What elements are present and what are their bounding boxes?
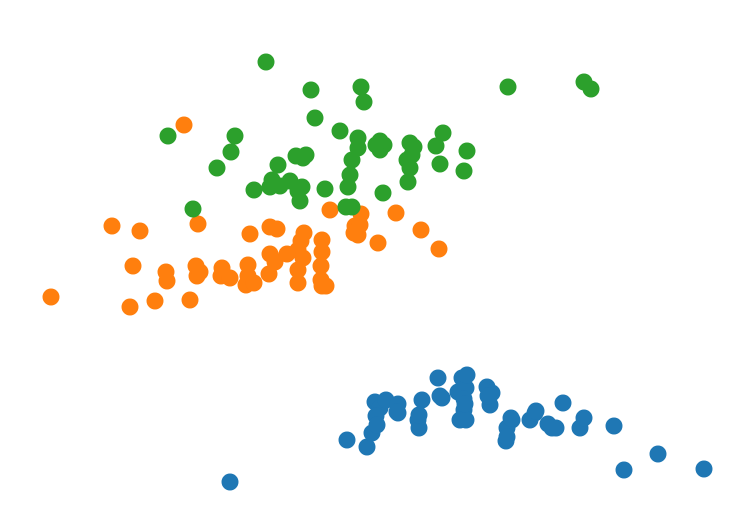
data-point bbox=[401, 159, 419, 177]
data-point bbox=[352, 78, 370, 96]
data-point bbox=[339, 178, 357, 196]
data-point bbox=[313, 231, 331, 249]
data-point bbox=[355, 93, 373, 111]
data-point bbox=[181, 291, 199, 309]
series-2 bbox=[159, 53, 600, 218]
data-point bbox=[189, 215, 207, 233]
data-point bbox=[498, 428, 516, 446]
data-point bbox=[543, 419, 561, 437]
data-point bbox=[261, 178, 279, 196]
data-point bbox=[605, 417, 623, 435]
data-point bbox=[222, 143, 240, 161]
data-point bbox=[412, 221, 430, 239]
data-point bbox=[695, 460, 713, 478]
data-point bbox=[456, 395, 474, 413]
data-point bbox=[427, 137, 445, 155]
data-point bbox=[582, 80, 600, 98]
data-point bbox=[124, 257, 142, 275]
data-point bbox=[455, 162, 473, 180]
data-point bbox=[575, 409, 593, 427]
data-point bbox=[649, 445, 667, 463]
data-point bbox=[374, 184, 392, 202]
data-point bbox=[131, 222, 149, 240]
data-point bbox=[269, 156, 287, 174]
data-point bbox=[399, 173, 417, 191]
data-point bbox=[268, 220, 286, 238]
data-point bbox=[413, 391, 431, 409]
data-point bbox=[221, 269, 239, 287]
data-point bbox=[434, 124, 452, 142]
data-point bbox=[245, 181, 263, 199]
data-point bbox=[121, 298, 139, 316]
data-point bbox=[175, 116, 193, 134]
data-point bbox=[293, 178, 311, 196]
data-point bbox=[289, 274, 307, 292]
data-point bbox=[368, 416, 386, 434]
data-point bbox=[294, 149, 312, 167]
data-point bbox=[306, 109, 324, 127]
data-point bbox=[429, 369, 447, 387]
data-point bbox=[343, 198, 361, 216]
data-point bbox=[458, 366, 476, 384]
data-point bbox=[208, 159, 226, 177]
data-point bbox=[312, 257, 330, 275]
data-point bbox=[387, 204, 405, 222]
data-point bbox=[191, 263, 209, 281]
data-point bbox=[146, 292, 164, 310]
data-point bbox=[338, 431, 356, 449]
data-point bbox=[430, 240, 448, 258]
data-point bbox=[499, 78, 517, 96]
data-point bbox=[291, 192, 309, 210]
data-point bbox=[458, 142, 476, 160]
data-point bbox=[388, 403, 406, 421]
data-point bbox=[42, 288, 60, 306]
data-point bbox=[257, 53, 275, 71]
data-point bbox=[358, 438, 376, 456]
data-point bbox=[103, 217, 121, 235]
data-point bbox=[431, 387, 449, 405]
data-point bbox=[221, 473, 239, 491]
data-point bbox=[331, 122, 349, 140]
data-point bbox=[479, 387, 497, 405]
data-point bbox=[278, 245, 296, 263]
series-1 bbox=[42, 116, 448, 316]
data-point bbox=[245, 274, 263, 292]
data-point bbox=[316, 180, 334, 198]
data-point bbox=[403, 146, 421, 164]
data-point bbox=[317, 277, 335, 295]
data-point bbox=[410, 419, 428, 437]
data-point bbox=[184, 200, 202, 218]
data-point bbox=[260, 265, 278, 283]
data-point bbox=[241, 225, 259, 243]
data-point bbox=[321, 201, 339, 219]
data-point bbox=[158, 272, 176, 290]
data-point bbox=[410, 406, 428, 424]
data-point bbox=[554, 394, 572, 412]
data-point bbox=[527, 402, 545, 420]
data-point bbox=[431, 155, 449, 173]
data-point bbox=[457, 411, 475, 429]
data-point bbox=[159, 127, 177, 145]
data-point bbox=[367, 136, 385, 154]
data-point bbox=[502, 409, 520, 427]
data-point bbox=[226, 127, 244, 145]
data-point bbox=[289, 261, 307, 279]
series-0 bbox=[221, 366, 713, 491]
data-point bbox=[345, 224, 363, 242]
data-point bbox=[302, 81, 320, 99]
data-point bbox=[369, 234, 387, 252]
data-point bbox=[313, 243, 331, 261]
data-point bbox=[343, 151, 361, 169]
data-point bbox=[615, 461, 633, 479]
